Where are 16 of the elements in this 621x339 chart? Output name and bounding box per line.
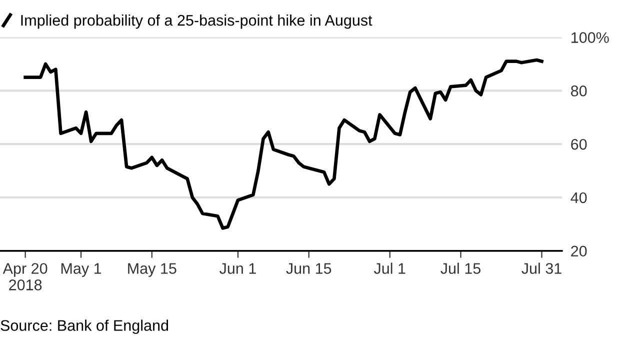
x-tick-label: Apr 20 2018 (2, 263, 48, 290)
y-tick-label: 40 (570, 192, 587, 204)
source-note: Source: Bank of England (0, 320, 168, 334)
x-tick-label: Jun 1 (220, 263, 256, 274)
y-tick-label: 100% (572, 32, 609, 43)
x-tick-label: Jun 15 (286, 263, 332, 274)
y-tick-label: 80 (571, 86, 587, 96)
y-tick-label: 20 (571, 246, 587, 257)
legend-label: Implied probability of a 25-basis-point hike in August (21, 14, 372, 29)
x-tick-label: Jul 1 (374, 262, 406, 274)
x-tick-label: May 15 (128, 263, 176, 277)
x-tick-label: Jul 31 (522, 262, 562, 274)
line-series (24, 58, 544, 230)
y-tick-label: 60 (571, 138, 587, 150)
x-tick-label: Jul 15 (440, 262, 480, 274)
x-tick-label: May 1 (61, 263, 102, 277)
